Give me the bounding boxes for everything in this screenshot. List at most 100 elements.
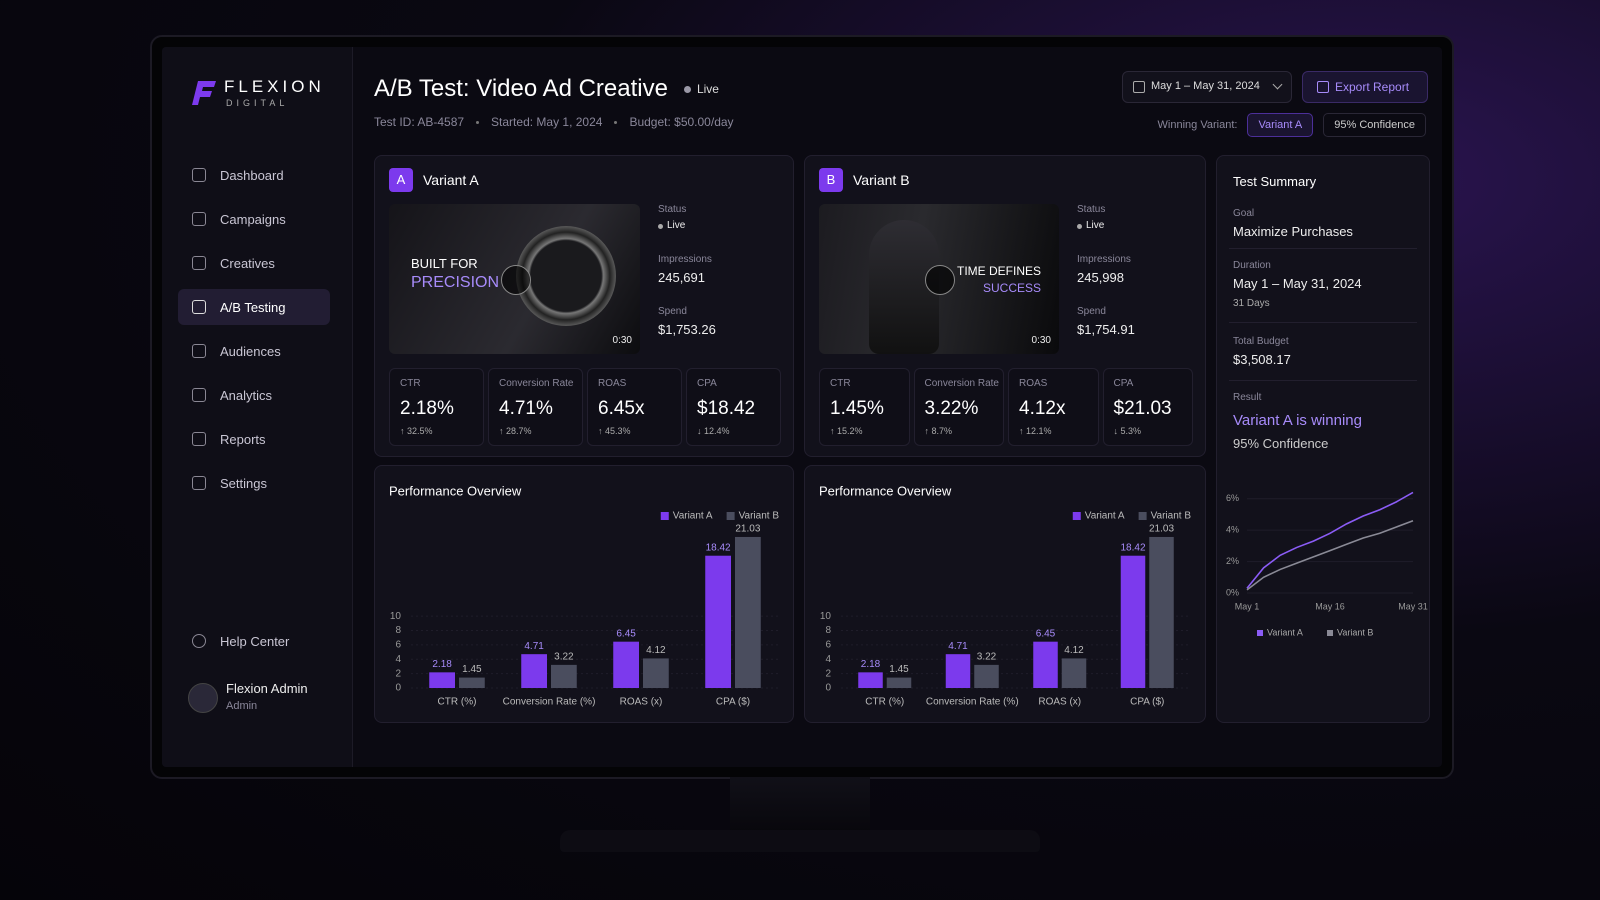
- metric-value: 3.22%: [924, 398, 979, 419]
- x-tick-label: ROAS (x): [1038, 697, 1081, 708]
- bar-value-label: 18.42: [1120, 542, 1145, 553]
- nav-label: Audiences: [220, 344, 281, 359]
- legend-label: Variant B: [739, 511, 780, 522]
- bar: [1149, 536, 1174, 688]
- metric-change: ↑ 32.5%: [400, 426, 433, 436]
- status-dot: [683, 85, 691, 93]
- creative-line2: SUCCESS: [982, 281, 1041, 295]
- bar-value-label: 3.22: [977, 652, 997, 663]
- metric-tile: CPA $18.42 ↓ 12.4%: [686, 368, 781, 446]
- monitor: FLEXION DIGITAL Dashboard Campaigns Creative…: [150, 35, 1454, 779]
- metric-tile: ROAS 6.45x ↑ 45.3%: [587, 368, 682, 446]
- nav-item[interactable]: Analytics: [178, 377, 330, 413]
- video-duration: 0:30: [1031, 335, 1051, 346]
- status-dot: [658, 224, 663, 229]
- bar: [1120, 555, 1146, 688]
- summary-title: Test Summary: [1233, 174, 1317, 189]
- stat-value: Live: [667, 220, 686, 231]
- metric-change: ↑ 8.7%: [924, 426, 953, 436]
- video-creative[interactable]: BUILT FOR PRECISION 0:30: [389, 204, 640, 354]
- date-picker[interactable]: May 1 – May 31, 2024: [1122, 71, 1292, 103]
- help-icon: [192, 634, 206, 648]
- variant-card: B Variant B TIME DEFINES SUCCESS 0:30 Status L…: [804, 155, 1206, 457]
- y-tick-label: 0: [395, 683, 401, 694]
- nav-item[interactable]: Audiences: [178, 333, 330, 369]
- nav-label: Campaigns: [220, 212, 286, 227]
- help-item[interactable]: Help Center: [178, 625, 330, 657]
- meta-row: Test ID: AB-4587 Started: May 1, 2024 Budg…: [374, 115, 734, 129]
- video-creative[interactable]: TIME DEFINES SUCCESS 0:30: [819, 204, 1059, 354]
- nav-icon: [192, 212, 206, 226]
- nav-item[interactable]: Settings: [178, 465, 330, 501]
- nav-item[interactable]: Dashboard: [178, 157, 330, 193]
- bar: [643, 658, 669, 688]
- nav-icon: [192, 168, 206, 182]
- user-menu[interactable]: Flexion Admin Admin: [178, 677, 338, 721]
- page-title: A/B Test: Video Ad Creative: [374, 75, 668, 102]
- bar: [1061, 658, 1087, 688]
- metric-value: $18.42: [697, 398, 756, 419]
- summary-days: 31 Days: [1233, 298, 1270, 309]
- nav-item[interactable]: Reports: [178, 421, 330, 457]
- screen: FLEXION DIGITAL Dashboard Campaigns Creative…: [162, 47, 1442, 767]
- bar-value-label: 2.18: [861, 659, 881, 670]
- sidebar: FLEXION DIGITAL Dashboard Campaigns Creative…: [162, 47, 353, 767]
- performance-card: Performance Overview Variant B Variant A 0 2…: [804, 465, 1206, 723]
- metric-change: ↑ 45.3%: [598, 426, 631, 436]
- metric-tile: CTR 2.18% ↑ 32.5%: [389, 368, 484, 446]
- metric-change: ↓ 5.3%: [1113, 426, 1142, 436]
- x-tick-label: ROAS (x): [620, 697, 663, 708]
- metric-label: ROAS: [598, 378, 627, 389]
- stat-value: 245,998: [1077, 270, 1124, 285]
- nav-item[interactable]: A/B Testing: [178, 289, 330, 325]
- stat-value: 245,691: [658, 270, 705, 285]
- meta-budget: Budget: $50.00/day: [629, 115, 734, 129]
- bar: [705, 555, 731, 688]
- bar: [886, 677, 912, 688]
- legend-swatch: [1072, 512, 1081, 520]
- nav-item[interactable]: Campaigns: [178, 201, 330, 237]
- divider: [1229, 322, 1417, 323]
- variant-badge: B: [819, 168, 843, 192]
- meta-dot: [476, 120, 480, 124]
- bar-value-label: 4.71: [948, 641, 968, 652]
- legend-swatch: [1138, 512, 1147, 520]
- status-dot: [1077, 224, 1082, 229]
- y-tick-label: 6: [825, 640, 831, 651]
- confidence-pill: 95% Confidence: [1323, 113, 1426, 137]
- meta-test-id: Test ID: AB-4587: [374, 115, 465, 129]
- variant-name: Variant B: [853, 172, 910, 188]
- legend-swatch: [1327, 630, 1333, 636]
- chart-title: Performance Overview: [389, 483, 522, 498]
- divider: [1229, 248, 1417, 249]
- stat-label: Status: [1077, 204, 1106, 215]
- winning-row: Winning Variant: Variant A 95% Confidence: [1158, 113, 1426, 137]
- chart-title: Performance Overview: [819, 483, 952, 498]
- creative-line1: BUILT FOR: [411, 256, 478, 271]
- x-tick-label: May 16: [1315, 601, 1345, 611]
- y-tick-label: 6%: [1226, 493, 1239, 503]
- x-tick-label: CPA ($): [1130, 697, 1164, 708]
- metric-value: 6.45x: [598, 398, 645, 419]
- divider: [1229, 380, 1417, 381]
- creative-line2: PRECISION: [411, 274, 500, 291]
- y-tick-label: 8: [825, 625, 831, 636]
- nav-item[interactable]: Creatives: [178, 245, 330, 281]
- metric-change: ↓ 12.4%: [697, 426, 730, 436]
- export-button[interactable]: Export Report: [1302, 71, 1428, 103]
- nav-icon: [192, 432, 206, 446]
- metric-value: 2.18%: [400, 398, 454, 419]
- play-button[interactable]: [925, 265, 955, 295]
- stat-label: Spend: [1077, 306, 1106, 317]
- x-tick-label: May 1: [1235, 601, 1260, 611]
- y-tick-label: 10: [820, 611, 832, 622]
- creative-line1: TIME DEFINES: [956, 264, 1041, 278]
- legend-label: Variant B: [1151, 511, 1192, 522]
- play-button[interactable]: [500, 265, 531, 295]
- export-label: Export Report: [1335, 80, 1410, 94]
- summary-card: Test Summary Goal Maximize Purchases Durati…: [1216, 155, 1430, 723]
- legend-label: Variant A: [1085, 511, 1125, 522]
- y-tick-label: 4: [825, 654, 831, 665]
- trend-line: [1246, 519, 1414, 591]
